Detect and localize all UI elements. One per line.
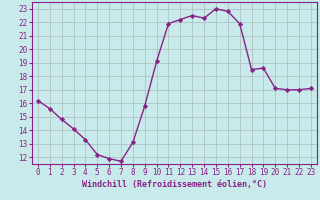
X-axis label: Windchill (Refroidissement éolien,°C): Windchill (Refroidissement éolien,°C) bbox=[82, 180, 267, 189]
